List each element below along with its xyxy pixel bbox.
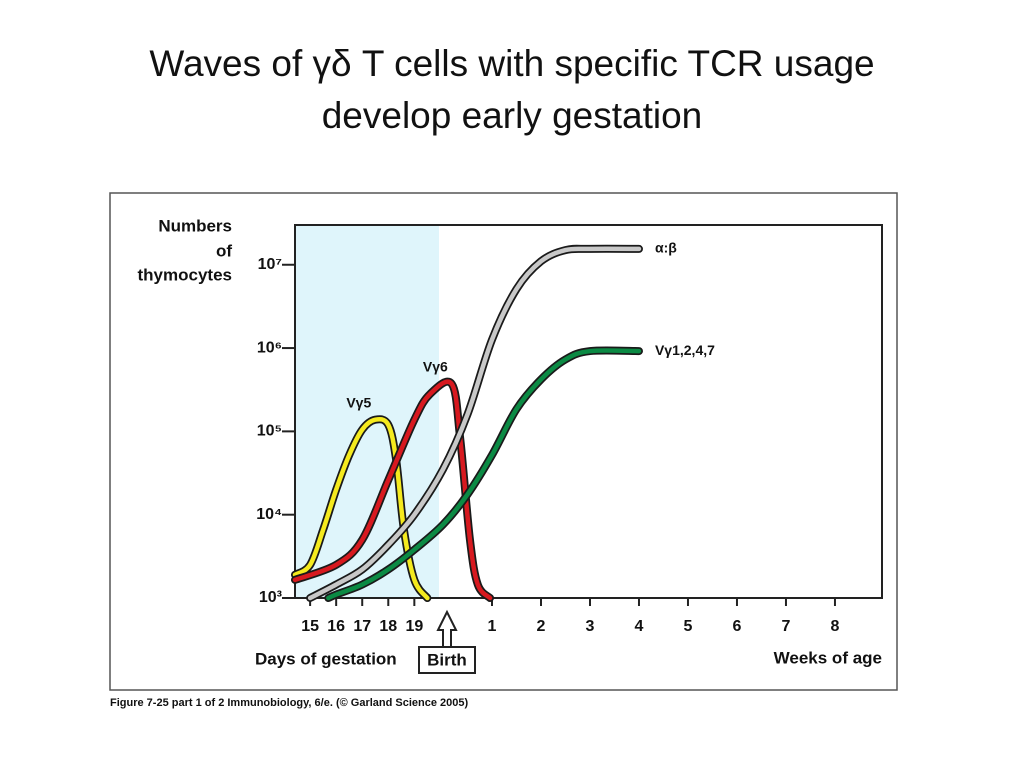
y-tick-label: 10⁴	[256, 506, 282, 523]
series-label: Vγ5	[346, 394, 371, 410]
series-label: Vγ1,2,4,7	[655, 342, 715, 358]
x-tick-label: 17	[353, 618, 371, 635]
x-tick-label: 18	[379, 618, 397, 635]
x-tick-label: 16	[327, 618, 345, 635]
y-axis-label: of	[216, 241, 232, 260]
x-tick-label: 2	[537, 618, 546, 635]
y-tick-label: 10³	[259, 589, 282, 606]
x-tick-label: 19	[405, 618, 423, 635]
x-tick-label: 7	[782, 618, 791, 635]
x-tick-label: 6	[733, 618, 742, 635]
y-axis-label: Numbers	[158, 216, 232, 235]
y-axis-label: thymocytes	[138, 265, 232, 284]
series-line	[326, 348, 642, 601]
y-tick-label: 10⁶	[257, 339, 282, 356]
y-tick-label: 10⁷	[258, 256, 282, 273]
x-tick-label: 3	[586, 618, 595, 635]
x-tick-label: 4	[635, 618, 644, 635]
series-label: α:β	[655, 240, 677, 256]
x-tick-label: 15	[301, 618, 319, 635]
birth-box	[418, 646, 476, 674]
x-tick-label: 5	[684, 618, 693, 635]
caption: Figure 7-25 part 1 of 2 Immunobiology, 6…	[110, 697, 469, 709]
birth-label: Birth	[427, 650, 467, 669]
title-line: Waves of γδ T cells with specific TCR us…	[149, 43, 874, 84]
x-tick-label: 8	[831, 618, 840, 635]
series-line	[292, 379, 493, 601]
series-line	[307, 246, 642, 601]
x-tick-label: 1	[488, 618, 497, 635]
series-label: Vγ6	[423, 359, 448, 375]
series-line	[292, 416, 430, 601]
x-axis-label: Days of gestation	[255, 649, 397, 668]
x-axis-label: Weeks of age	[774, 648, 882, 667]
plot-frame	[294, 224, 883, 599]
title-line: develop early gestation	[322, 95, 703, 136]
y-tick-label: 10⁵	[257, 423, 282, 440]
